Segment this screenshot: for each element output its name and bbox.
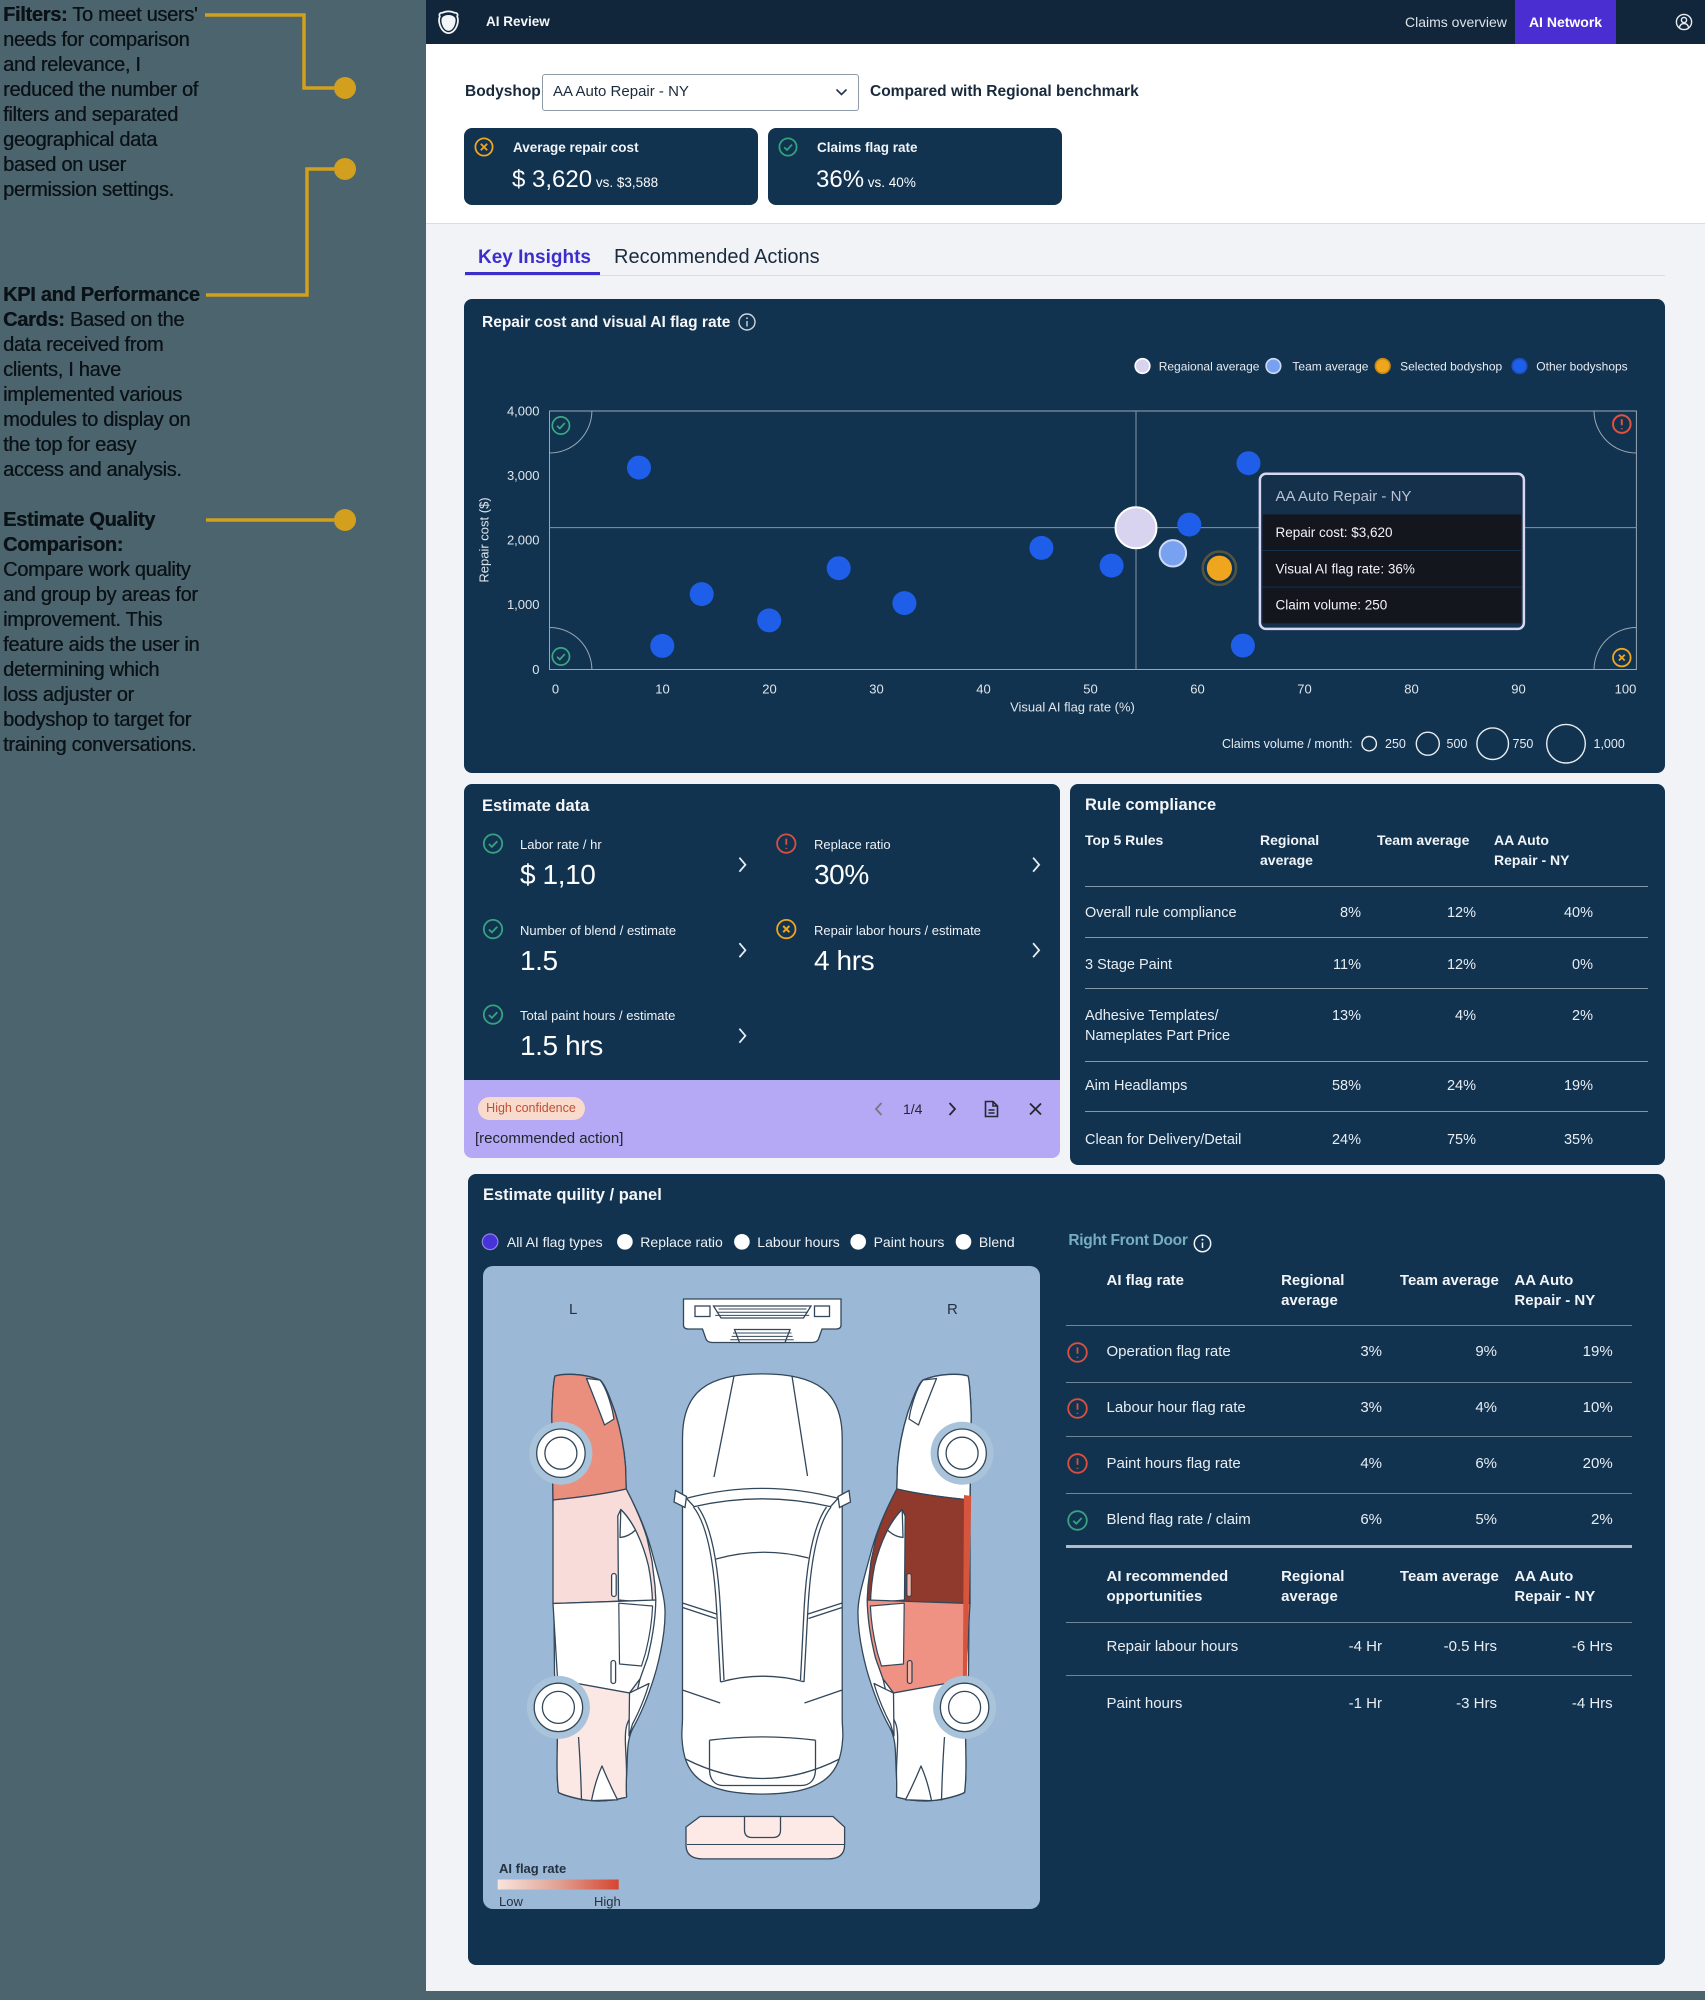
svg-text:4,000: 4,000 [507,404,540,419]
svg-text:30: 30 [869,682,883,697]
svg-text:Other bodyshops: Other bodyshops [1536,360,1627,374]
svg-text:Team average: Team average [1292,360,1368,374]
svg-text:R: R [947,1301,958,1318]
svg-text:Claim volume: 250: Claim volume: 250 [1276,598,1388,613]
svg-text:Repair cost ($): Repair cost ($) [477,497,492,582]
svg-text:AA Auto Repair - NY: AA Auto Repair - NY [1276,488,1412,505]
svg-text:20: 20 [762,682,776,697]
svg-text:Regaional average: Regaional average [1159,360,1260,374]
svg-text:1,000: 1,000 [507,597,540,612]
svg-text:AI flag rate: AI flag rate [499,1861,566,1876]
svg-text:750: 750 [1513,737,1534,751]
svg-text:40: 40 [976,682,990,697]
svg-text:250: 250 [1385,737,1406,751]
svg-text:70: 70 [1297,682,1311,697]
svg-text:High: High [594,1894,621,1909]
svg-text:L: L [569,1301,577,1318]
svg-text:100: 100 [1615,682,1637,697]
svg-text:0: 0 [532,662,539,677]
svg-text:0: 0 [552,682,559,697]
svg-text:3,000: 3,000 [507,468,540,483]
svg-text:500: 500 [1447,737,1468,751]
svg-text:Repair cost: $3,620: Repair cost: $3,620 [1276,525,1393,540]
svg-text:90: 90 [1511,682,1525,697]
svg-text:Selected bodyshop: Selected bodyshop [1400,360,1502,374]
svg-text:60: 60 [1190,682,1204,697]
svg-text:Visual AI flag rate (%): Visual AI flag rate (%) [1010,700,1135,715]
svg-text:1,000: 1,000 [1594,737,1625,751]
svg-text:2,000: 2,000 [507,533,540,548]
svg-text:50: 50 [1083,682,1097,697]
svg-text:Claims volume / month:: Claims volume / month: [1222,737,1353,751]
svg-text:Visual AI flag rate: 36%: Visual AI flag rate: 36% [1276,562,1415,577]
svg-text:Low: Low [499,1894,523,1909]
svg-text:80: 80 [1404,682,1418,697]
svg-text:10: 10 [655,682,669,697]
